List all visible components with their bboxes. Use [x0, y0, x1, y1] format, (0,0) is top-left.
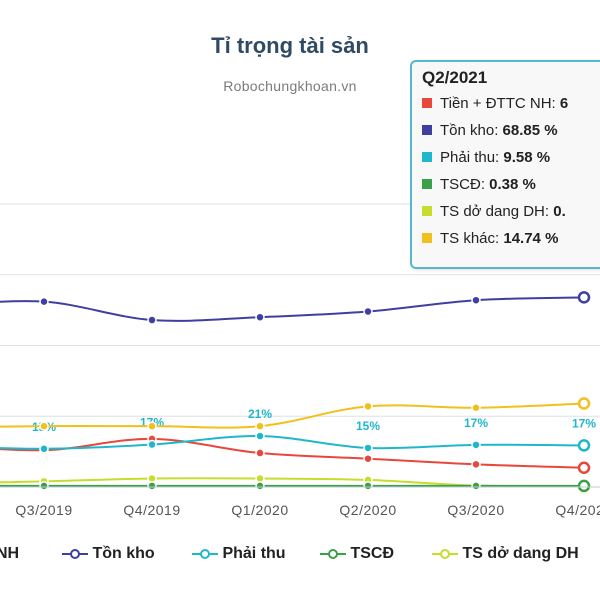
data-point — [577, 397, 591, 410]
legend-item[interactable]: Tồn kho — [62, 545, 155, 575]
legend-label: NH — [0, 545, 20, 562]
tooltip-row: TS khác: 14.74 % — [422, 230, 558, 247]
legend-marker — [62, 549, 88, 559]
data-point — [255, 481, 265, 491]
tooltip-value: 14.74 % — [503, 230, 559, 247]
legend-marker — [320, 549, 346, 559]
legend-item[interactable]: TSCĐ — [320, 545, 394, 575]
series-4 — [0, 473, 591, 493]
tooltip-swatch — [422, 233, 432, 243]
tooltip-row: TSCĐ: 0.38 % — [422, 176, 536, 193]
legend-marker — [192, 549, 218, 559]
x-tick-label: Q1/2020 — [231, 502, 288, 518]
x-tick-label: Q3/2020 — [447, 502, 504, 518]
series-1 — [0, 291, 591, 325]
data-point — [471, 481, 481, 491]
data-point — [363, 401, 373, 412]
tooltip-label: TS khác: — [440, 230, 500, 247]
series-layer: 15%17%21%15%17%17% — [0, 291, 596, 493]
x-tick-label: Q4/2020 — [555, 502, 600, 518]
tooltip-row: TS dở dang DH: 0. — [422, 203, 566, 220]
tooltip-label: Phải thu: — [440, 149, 500, 166]
tooltip: Q2/2021 Tiền + ĐTTC NH: 6 Tồn kho: 68.85… — [410, 60, 600, 269]
tooltip-value: 68.85 % — [502, 122, 558, 139]
tooltip-swatch — [422, 179, 432, 189]
data-point — [255, 312, 265, 322]
data-point — [363, 453, 373, 464]
series-line — [0, 437, 585, 469]
data-label: 15% — [356, 419, 380, 433]
data-point — [577, 291, 591, 304]
data-point — [363, 443, 373, 453]
chart-subtitle: Robochungkhoan.vn — [223, 78, 357, 94]
tooltip-label: Tiền + ĐTTC NH: — [440, 95, 556, 112]
tooltip-title: Q2/2021 — [422, 68, 488, 87]
data-label: 17% — [464, 416, 488, 430]
legend-label: TS dở dang DH — [462, 545, 579, 562]
x-tick-label: Q4/2019 — [123, 502, 180, 518]
data-point — [577, 461, 591, 475]
data-point — [39, 421, 49, 431]
series-line — [0, 435, 585, 450]
tooltip-row: Phải thu: 9.58 % — [422, 149, 550, 166]
data-point — [147, 481, 157, 491]
tooltip-swatch — [422, 98, 432, 108]
series-line — [0, 296, 585, 322]
tooltip-value: 9.58 % — [503, 149, 551, 166]
data-point — [255, 431, 265, 441]
tooltip-value: 0.38 % — [489, 176, 536, 193]
data-point — [471, 459, 481, 470]
tooltip-label: TS dở dang DH: — [440, 203, 550, 220]
data-point — [39, 444, 49, 454]
data-point — [363, 481, 373, 491]
data-point — [255, 448, 265, 458]
data-point — [147, 421, 157, 431]
tooltip-row: Tiền + ĐTTC NH: 6 — [422, 95, 568, 112]
tooltip-row: Tồn kho: 68.85 % — [422, 122, 558, 139]
data-point — [39, 296, 49, 307]
series-line — [0, 402, 585, 429]
legend-label: Phải thu — [222, 545, 286, 562]
data-point — [147, 439, 157, 450]
data-point — [577, 479, 591, 493]
data-point — [471, 440, 481, 450]
legend-label: TSCĐ — [350, 545, 395, 562]
data-point — [471, 403, 481, 413]
tooltip-value: 0. — [553, 203, 566, 220]
data-point — [577, 439, 591, 452]
legend-item[interactable]: NH — [0, 545, 19, 575]
x-tick-label: Q3/2019 — [15, 502, 72, 518]
legend: NH Tồn kho Phải thu TSCĐ TS dở dang DH — [0, 545, 600, 575]
data-point — [147, 315, 157, 325]
data-point — [255, 421, 265, 431]
legend-item[interactable]: TS dở dang DH — [432, 545, 579, 575]
tooltip-swatch — [422, 125, 432, 135]
x-axis: Q3/2019 Q4/2019 Q1/2020 Q2/2020 Q3/2020 Q4/20… — [0, 486, 600, 518]
data-point — [471, 295, 481, 305]
data-label: 17% — [572, 416, 596, 430]
tooltip-swatch — [422, 206, 432, 216]
legend-label: Tồn kho — [92, 545, 155, 562]
tooltip-label: Tồn kho: — [440, 122, 499, 139]
legend-item[interactable]: Phải thu — [192, 545, 286, 575]
data-point — [363, 306, 373, 317]
data-label: 21% — [248, 407, 272, 421]
legend-marker — [432, 549, 458, 559]
tooltip-swatch — [422, 152, 432, 162]
tooltip-value: 6 — [559, 95, 569, 112]
chart-title: Tỉ trọng tài sản — [211, 33, 369, 58]
data-point — [39, 481, 49, 491]
series-5 — [0, 397, 591, 431]
tooltip-label: TSCĐ: — [440, 176, 485, 193]
x-tick-label: Q2/2020 — [339, 502, 396, 518]
series-0 — [0, 434, 591, 475]
series-3 — [0, 479, 591, 493]
